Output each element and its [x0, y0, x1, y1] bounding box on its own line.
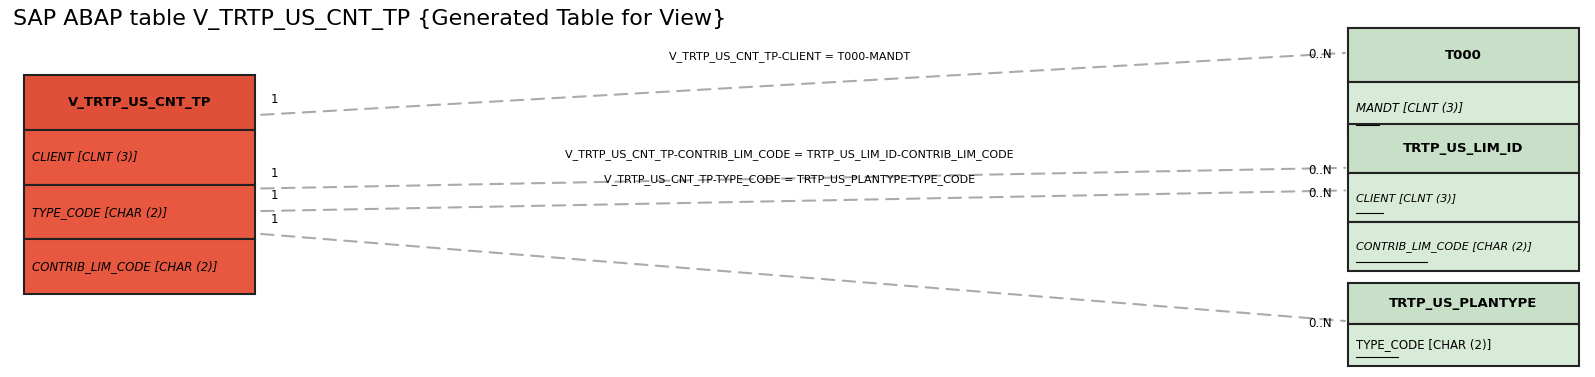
Text: CLIENT [CLNT (3)]: CLIENT [CLNT (3)] — [32, 151, 137, 164]
FancyBboxPatch shape — [1348, 324, 1579, 366]
Text: 0..N: 0..N — [1308, 164, 1332, 177]
FancyBboxPatch shape — [1348, 222, 1579, 271]
FancyBboxPatch shape — [24, 185, 255, 239]
Text: CONTRIB_LIM_CODE [CHAR (2)]: CONTRIB_LIM_CODE [CHAR (2)] — [32, 260, 217, 273]
Text: V_TRTP_US_CNT_TP-CLIENT = T000-MANDT: V_TRTP_US_CNT_TP-CLIENT = T000-MANDT — [668, 51, 911, 62]
FancyBboxPatch shape — [24, 130, 255, 185]
Text: V_TRTP_US_CNT_TP-CONTRIB_LIM_CODE = TRTP_US_LIM_ID-CONTRIB_LIM_CODE: V_TRTP_US_CNT_TP-CONTRIB_LIM_CODE = TRTP… — [565, 149, 1014, 160]
Text: V_TRTP_US_CNT_TP-TYPE_CODE = TRTP_US_PLANTYPE-TYPE_CODE: V_TRTP_US_CNT_TP-TYPE_CODE = TRTP_US_PLA… — [605, 174, 975, 185]
FancyBboxPatch shape — [24, 239, 255, 294]
FancyBboxPatch shape — [1348, 283, 1579, 324]
FancyBboxPatch shape — [1348, 82, 1579, 136]
Text: CLIENT [CLNT (3)]: CLIENT [CLNT (3)] — [1356, 193, 1456, 203]
Text: 1: 1 — [271, 93, 279, 106]
Text: MANDT [CLNT (3)]: MANDT [CLNT (3)] — [1356, 103, 1463, 115]
Text: 1: 1 — [271, 213, 279, 226]
Text: 1: 1 — [271, 167, 279, 180]
FancyBboxPatch shape — [24, 75, 255, 130]
Text: TYPE_CODE [CHAR (2)]: TYPE_CODE [CHAR (2)] — [32, 205, 167, 219]
Text: SAP ABAP table V_TRTP_US_CNT_TP {Generated Table for View}: SAP ABAP table V_TRTP_US_CNT_TP {Generat… — [13, 9, 726, 31]
Text: 1: 1 — [271, 190, 279, 202]
Text: 0..N: 0..N — [1308, 187, 1332, 199]
Text: TRTP_US_PLANTYPE: TRTP_US_PLANTYPE — [1389, 297, 1538, 310]
Text: V_TRTP_US_CNT_TP: V_TRTP_US_CNT_TP — [69, 96, 211, 109]
Text: TRTP_US_LIM_ID: TRTP_US_LIM_ID — [1404, 143, 1523, 155]
Text: TYPE_CODE [CHAR (2)]: TYPE_CODE [CHAR (2)] — [1356, 339, 1491, 351]
Text: 0..N: 0..N — [1308, 48, 1332, 61]
FancyBboxPatch shape — [1348, 28, 1579, 82]
FancyBboxPatch shape — [1348, 173, 1579, 222]
Text: T000: T000 — [1445, 49, 1482, 61]
Text: 0..N: 0..N — [1308, 317, 1332, 329]
FancyBboxPatch shape — [1348, 124, 1579, 173]
Text: CONTRIB_LIM_CODE [CHAR (2)]: CONTRIB_LIM_CODE [CHAR (2)] — [1356, 242, 1531, 252]
